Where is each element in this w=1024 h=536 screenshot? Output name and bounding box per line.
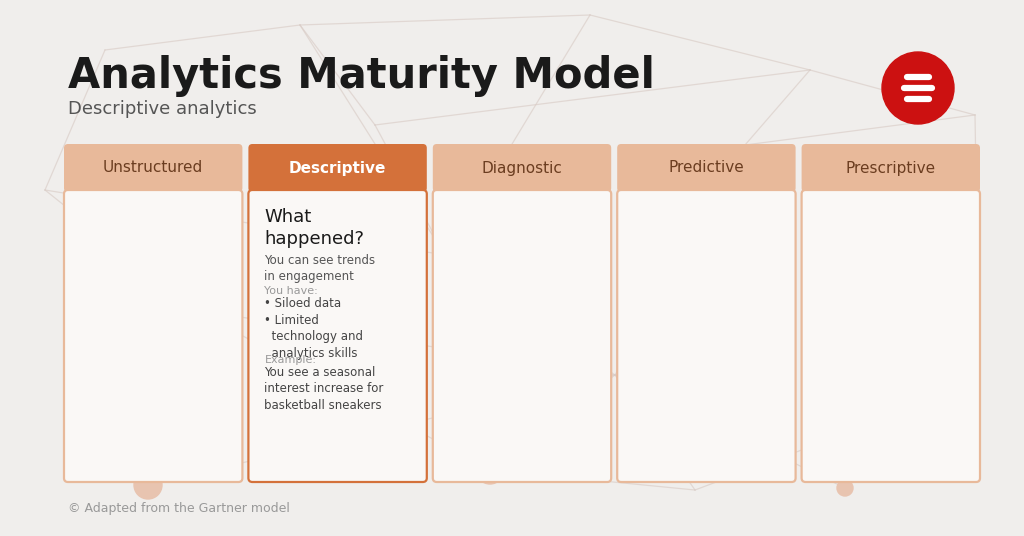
FancyBboxPatch shape xyxy=(63,190,243,482)
Text: Descriptive analytics: Descriptive analytics xyxy=(68,100,257,118)
Circle shape xyxy=(134,471,162,499)
Text: Example:: Example: xyxy=(264,355,316,365)
Text: Analytics Maturity Model: Analytics Maturity Model xyxy=(68,55,655,97)
FancyBboxPatch shape xyxy=(617,190,796,482)
FancyBboxPatch shape xyxy=(249,190,427,482)
Circle shape xyxy=(476,456,504,484)
Text: Unstructured: Unstructured xyxy=(103,160,204,175)
Text: • Siloed data
• Limited
  technology and
  analytics skills: • Siloed data • Limited technology and a… xyxy=(264,297,364,360)
Text: You can see trends
in engagement: You can see trends in engagement xyxy=(264,254,376,283)
FancyBboxPatch shape xyxy=(617,144,796,192)
Circle shape xyxy=(882,52,954,124)
Circle shape xyxy=(837,480,853,496)
Text: Diagnostic: Diagnostic xyxy=(481,160,562,175)
FancyBboxPatch shape xyxy=(802,190,980,482)
FancyBboxPatch shape xyxy=(249,144,427,192)
FancyBboxPatch shape xyxy=(433,144,611,192)
FancyBboxPatch shape xyxy=(433,190,611,482)
Text: © Adapted from the Gartner model: © Adapted from the Gartner model xyxy=(68,502,290,515)
Text: Prescriptive: Prescriptive xyxy=(846,160,936,175)
FancyBboxPatch shape xyxy=(63,144,243,192)
Text: You have:: You have: xyxy=(264,286,318,296)
Text: What
happened?: What happened? xyxy=(264,208,365,248)
Text: You see a seasonal
interest increase for
basketball sneakers: You see a seasonal interest increase for… xyxy=(264,366,384,412)
Text: Descriptive: Descriptive xyxy=(289,160,386,175)
FancyBboxPatch shape xyxy=(802,144,980,192)
Text: Predictive: Predictive xyxy=(669,160,744,175)
